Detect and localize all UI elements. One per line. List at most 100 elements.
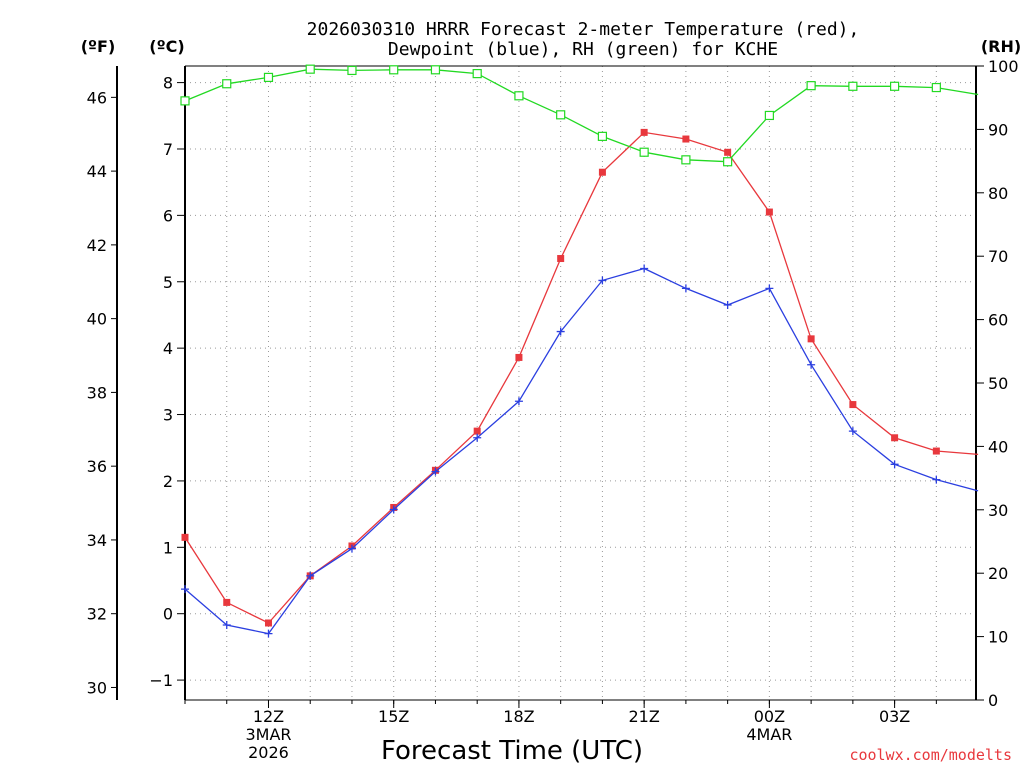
dewpoint-point — [222, 620, 231, 629]
dewpoint-point — [640, 264, 649, 273]
rh-tick-label: 70 — [988, 247, 1008, 266]
rh-point — [472, 69, 482, 79]
rh-point — [597, 131, 608, 141]
temperature-point — [515, 353, 523, 361]
temperature-point — [598, 168, 606, 176]
celsius-tick-label: 7 — [163, 140, 173, 159]
rh-point — [556, 110, 566, 120]
rh-point — [430, 65, 441, 75]
celsius-tick-label: 8 — [163, 74, 173, 93]
temperature-series — [181, 128, 979, 627]
celsius-tick-label: 6 — [163, 206, 173, 225]
rh-point — [806, 81, 816, 91]
celsius-tick-label: −1 — [149, 671, 173, 690]
dewpoint-point — [389, 505, 398, 514]
rh-point — [848, 81, 858, 91]
x-tick-label: 03Z — [879, 707, 910, 726]
dewpoint-point — [681, 284, 690, 293]
rh-tick-label: 90 — [988, 120, 1008, 139]
dewpoint-point — [932, 475, 941, 484]
rh-tick-label: 60 — [988, 311, 1008, 330]
dewpoint-point — [556, 327, 565, 336]
x-tick-label: 12Z — [253, 707, 284, 726]
rh-point — [681, 155, 691, 165]
rh-point — [347, 65, 357, 76]
axes — [116, 65, 977, 701]
gridlines — [184, 66, 976, 700]
rh-point — [931, 82, 941, 93]
temperature-point — [264, 619, 272, 627]
chart-title-line1: 2026030310 HRRR Forecast 2-meter Tempera… — [307, 19, 860, 40]
temperature-point — [849, 401, 857, 409]
dewpoint-point — [306, 571, 315, 580]
celsius-tick-label: 4 — [163, 339, 173, 358]
fahrenheit-tick-label: 44 — [87, 162, 107, 181]
rh-point — [180, 96, 190, 106]
x-tick-label: 15Z — [378, 707, 409, 726]
celsius-tick-label: 1 — [163, 538, 173, 557]
fahrenheit-unit-label: (ºF) — [81, 37, 116, 56]
temperature-point — [807, 335, 815, 343]
dewpoint-point — [723, 300, 732, 309]
dewpoint-series — [181, 264, 979, 638]
temperature-point — [557, 255, 565, 263]
rh-tick-label: 40 — [988, 437, 1008, 456]
y-axis-ticks: −101234567830323436384042444601020304050… — [87, 57, 1019, 710]
fahrenheit-tick-label: 46 — [87, 88, 107, 107]
celsius-unit-label: (ºC) — [149, 37, 184, 56]
rh-point — [305, 64, 315, 74]
temperature-point — [640, 128, 648, 136]
rh-tick-label: 80 — [988, 184, 1008, 203]
rh-tick-label: 30 — [988, 501, 1008, 520]
rh-point — [389, 65, 399, 75]
rh-point — [263, 72, 274, 83]
x-tick-label: 18Z — [503, 707, 534, 726]
fahrenheit-tick-label: 36 — [87, 457, 107, 476]
x-tick-label: 4MAR — [746, 725, 792, 744]
rh-series — [180, 64, 979, 167]
x-axis-label: Forecast Time (UTC) — [381, 736, 643, 766]
rh-tick-label: 50 — [988, 374, 1008, 393]
fahrenheit-tick-label: 34 — [87, 531, 107, 550]
dewpoint-point — [848, 427, 857, 436]
temperature-point — [724, 148, 732, 156]
temperature-point — [181, 533, 189, 541]
credit-link[interactable]: coolwx.com/modelts — [849, 746, 1012, 764]
celsius-tick-label: 2 — [163, 472, 173, 491]
dewpoint-point — [890, 460, 899, 469]
rh-point — [514, 91, 524, 101]
temperature-point — [682, 135, 690, 143]
x-tick-label: 00Z — [754, 707, 785, 726]
x-tick-label: 21Z — [628, 707, 659, 726]
rh-point — [639, 147, 649, 157]
celsius-tick-label: 5 — [163, 273, 173, 292]
rh-unit-label: (RH) — [981, 37, 1021, 56]
temperature-line — [184, 131, 979, 624]
fahrenheit-tick-label: 38 — [87, 383, 107, 402]
x-tick-label: 3MAR — [245, 725, 291, 744]
temperature-point — [765, 208, 773, 216]
fahrenheit-tick-label: 32 — [87, 605, 107, 624]
dewpoint-point — [181, 585, 189, 594]
rh-point — [723, 157, 733, 167]
data-series — [180, 64, 979, 638]
rh-point — [222, 79, 232, 89]
temperature-point — [932, 447, 940, 455]
dewpoint-point — [807, 360, 816, 369]
fahrenheit-tick-label: 40 — [87, 310, 107, 329]
dewpoint-line — [184, 267, 979, 635]
rh-tick-label: 20 — [988, 564, 1008, 583]
rh-tick-label: 0 — [988, 691, 998, 710]
dewpoint-point — [514, 397, 523, 406]
dewpoint-point — [473, 433, 482, 442]
dewpoint-point — [598, 276, 607, 285]
fahrenheit-tick-label: 42 — [87, 236, 107, 255]
temperature-point — [891, 434, 899, 442]
rh-tick-label: 100 — [988, 57, 1019, 76]
dewpoint-point — [347, 544, 356, 553]
x-tick-label: 2026 — [248, 743, 289, 762]
celsius-tick-label: 0 — [163, 605, 173, 624]
temperature-point — [473, 427, 481, 435]
